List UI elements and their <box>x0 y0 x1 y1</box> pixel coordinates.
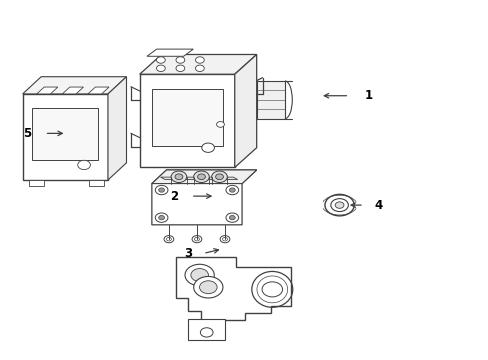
Polygon shape <box>152 170 256 225</box>
Polygon shape <box>88 87 109 94</box>
Polygon shape <box>176 257 290 320</box>
Polygon shape <box>140 54 256 74</box>
Circle shape <box>78 160 90 170</box>
Circle shape <box>171 171 186 183</box>
Text: 3: 3 <box>184 247 192 260</box>
Text: 1: 1 <box>364 89 372 102</box>
Circle shape <box>176 65 184 72</box>
Circle shape <box>166 237 171 241</box>
Polygon shape <box>188 319 224 339</box>
Polygon shape <box>234 54 256 167</box>
Circle shape <box>197 174 205 180</box>
Circle shape <box>184 264 214 286</box>
Circle shape <box>158 188 164 192</box>
Polygon shape <box>32 108 98 160</box>
Polygon shape <box>37 87 58 94</box>
Circle shape <box>225 213 238 222</box>
Circle shape <box>215 174 223 180</box>
Circle shape <box>222 237 227 241</box>
Circle shape <box>156 57 165 63</box>
Circle shape <box>192 235 202 243</box>
Circle shape <box>220 235 229 243</box>
Circle shape <box>216 122 224 127</box>
Circle shape <box>211 171 227 183</box>
Circle shape <box>158 216 164 220</box>
Polygon shape <box>160 177 237 180</box>
Circle shape <box>176 57 184 63</box>
Circle shape <box>193 276 223 298</box>
Circle shape <box>225 185 238 195</box>
Circle shape <box>190 269 208 282</box>
Polygon shape <box>89 180 103 186</box>
Circle shape <box>193 171 209 183</box>
Circle shape <box>156 65 165 72</box>
Circle shape <box>195 65 204 72</box>
Polygon shape <box>147 49 193 56</box>
Circle shape <box>202 143 214 152</box>
Text: 5: 5 <box>23 127 32 140</box>
Circle shape <box>330 199 347 212</box>
Circle shape <box>195 57 204 63</box>
Polygon shape <box>140 74 234 167</box>
Polygon shape <box>29 180 44 186</box>
Polygon shape <box>22 77 126 94</box>
Circle shape <box>163 235 173 243</box>
Circle shape <box>229 188 235 192</box>
Circle shape <box>175 174 183 180</box>
Circle shape <box>155 185 167 195</box>
Text: 2: 2 <box>169 190 178 203</box>
Polygon shape <box>22 94 108 180</box>
Circle shape <box>262 282 282 297</box>
Circle shape <box>229 216 235 220</box>
Text: 4: 4 <box>374 199 382 212</box>
Polygon shape <box>108 77 126 180</box>
Circle shape <box>199 281 217 294</box>
Circle shape <box>200 328 213 337</box>
Polygon shape <box>62 87 83 94</box>
Circle shape <box>334 202 343 208</box>
Circle shape <box>325 194 353 216</box>
Polygon shape <box>152 170 256 184</box>
Circle shape <box>194 237 199 241</box>
Polygon shape <box>256 81 285 118</box>
Circle shape <box>155 213 167 222</box>
Polygon shape <box>152 89 222 146</box>
